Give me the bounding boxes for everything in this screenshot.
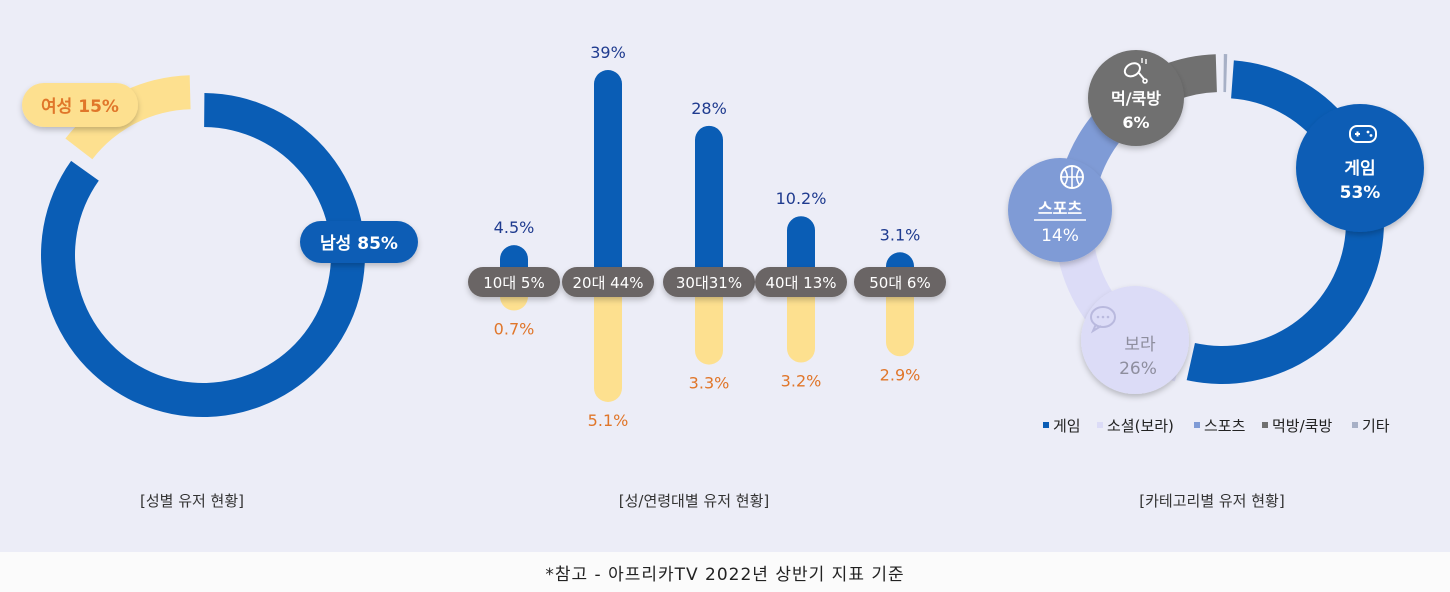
gender-donut-chart: 여성 15% 남성 85% [성별 유저 현황] [22,75,418,510]
legend-item-social-swatch [1097,422,1103,428]
bar-lower-value: 3.2% [781,372,822,391]
legend-item-game: 게임 [1053,417,1081,435]
age-category-pill [755,267,847,297]
age-category-pill [468,267,560,297]
bar-lower [886,278,914,357]
bar-upper-value: 39% [590,43,626,62]
legend-item-sports: 스포츠 [1204,417,1246,435]
bar-upper-value: 3.1% [880,225,921,244]
age-category-label: 50대 6% [869,274,930,292]
bar-upper-value: 10.2% [776,189,827,208]
chicken-leg-icon [1123,58,1148,84]
age-category-label: 10대 5% [483,274,544,292]
age-category-label: 40대 13% [766,274,837,292]
food-value: 6% [1122,113,1149,132]
age-chart-caption: [성/연령대별 유저 현황] [619,492,770,510]
male-label-pill [300,221,418,263]
basketball-icon [1060,165,1084,189]
gamepad-icon [1349,125,1377,143]
bar-lower-value: 0.7% [494,320,535,339]
age-bar-chart: 4.5% 39% 28% 10.2% 3.1% 0.7% 5.1% 3.3% 3.2% 2.9%… [468,43,946,510]
infographic: 여성 15% 남성 85% [성별 유저 현황] 4.5% 39% 28% 10.2%… [22,43,1424,510]
age-category-label: 20대 44% [573,274,644,292]
footer-note-bar: *참고 - 아프리카TV 2022년 상반기 지표 기준 [0,552,1450,592]
age-category-pill [663,267,755,297]
bar-lower-value: 3.3% [689,374,730,393]
category-legend: 게임 소셜(보라) 스포츠 먹방/쿡방 기타 [1043,417,1390,435]
legend-item-other-swatch [1352,422,1358,428]
bar-upper [594,70,622,286]
food-label: 먹/쿡방 [1111,89,1161,108]
footer-note: *참고 - 아프리카TV 2022년 상반기 지표 기준 [545,564,905,585]
social-label: 보라 [1124,335,1156,355]
bar-lower-value: 5.1% [588,411,629,430]
legend-item-other: 기타 [1362,417,1390,435]
category-donut-chart: 게임 53% 보라 26% 스포츠 14% [1008,50,1424,510]
social-value: 26% [1119,359,1157,379]
sports-bubble [1008,158,1112,262]
sports-value: 14% [1041,226,1079,246]
game-bubble [1296,104,1424,232]
bar-lower [594,278,622,402]
age-category-pill [854,267,946,297]
male-label: 남성 85% [320,234,398,254]
bar-lower-value: 2.9% [880,365,921,384]
bar-lower [695,278,723,365]
game-label: 게임 [1344,158,1375,179]
legend-item-sports-swatch [1194,422,1200,428]
legend-item-food: 먹방/쿡방 [1272,417,1332,435]
bar-lower [787,278,815,363]
legend-item-social: 소셜(보라) [1107,417,1174,435]
legend-item-food-swatch [1262,422,1268,428]
category-chart-caption: [카테고리별 유저 현황] [1139,492,1284,510]
gender-chart-caption: [성별 유저 현황] [140,492,244,510]
bar-upper-value: 4.5% [494,218,535,237]
age-category-pill [562,267,654,297]
other-slice [1223,54,1228,93]
food-bubble [1088,50,1184,146]
bar-upper-value: 28% [691,99,727,118]
social-bubble [1081,286,1189,394]
chat-bubble-icon [1090,306,1116,334]
female-label-pill [22,83,138,127]
game-value: 53% [1340,183,1381,203]
sports-label: 스포츠 [1038,199,1082,218]
bar-upper [695,125,723,286]
legend-item-game-swatch [1043,422,1049,428]
female-label: 여성 15% [41,97,119,117]
age-category-label: 30대31% [676,274,742,292]
